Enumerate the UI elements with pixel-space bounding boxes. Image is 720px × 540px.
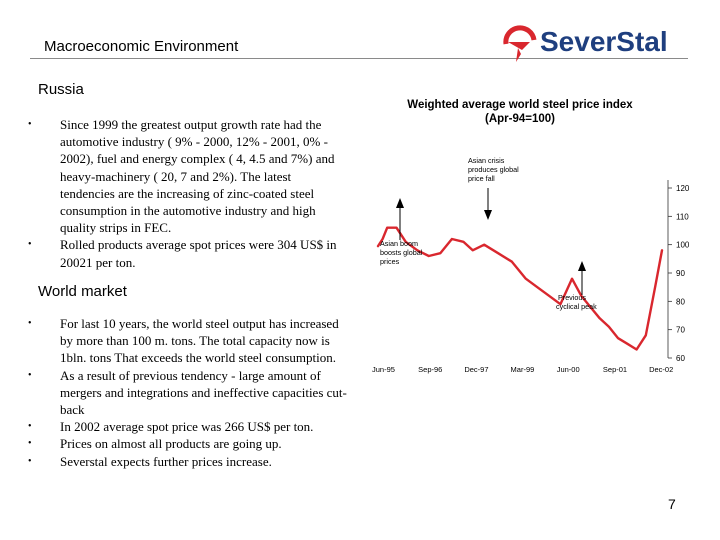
annotation-crisis: Asian crisis produces global price fall <box>468 156 519 183</box>
y-tick-label: 80 <box>676 297 685 306</box>
y-tick-label: 120 <box>676 184 690 193</box>
y-tick-label: 110 <box>676 212 689 221</box>
severstal-logo: SeverStal <box>500 24 695 66</box>
header-divider <box>30 58 688 59</box>
bullet-text: Since 1999 the greatest output growth ra… <box>60 117 335 236</box>
bullet-text: In 2002 average spot price was 266 US$ p… <box>60 419 314 435</box>
chart-subtitle: (Apr-94=100) <box>485 113 555 125</box>
bullet-text: As a result of previous tendency - large… <box>60 367 347 418</box>
annotation-peak: Previous cyclical peak <box>556 293 597 311</box>
world-market-heading: World market <box>38 283 127 300</box>
y-tick-label: 60 <box>676 354 685 363</box>
bullet-text: Severstal expects further prices increas… <box>60 453 272 469</box>
bullet-text: Prices on almost all products are going … <box>60 436 282 452</box>
bullet-text: For last 10 years, the world steel outpu… <box>60 316 339 366</box>
y-tick-label: 90 <box>676 269 685 278</box>
list-item: • Prices on almost all products are going… <box>28 436 282 452</box>
annotation-arrowhead-boom <box>396 198 404 208</box>
severstal-swoosh-icon <box>503 25 537 62</box>
x-tick-label: Sep-96 <box>418 365 442 374</box>
bullet-text: Rolled products average spot prices were… <box>60 237 337 270</box>
list-item: • Severstal expects further prices increa… <box>28 453 272 469</box>
list-item: • For last 10 years, the world steel outp… <box>28 316 339 366</box>
list-item: • Rolled products average spot prices wer… <box>28 237 337 270</box>
list-item: • Since 1999 the greatest output growth r… <box>28 117 335 236</box>
list-item: • As a result of previous tendency - larg… <box>28 367 347 418</box>
list-item: • In 2002 average spot price was 266 US$ … <box>28 419 314 435</box>
russia-heading: Russia <box>38 81 84 98</box>
x-tick-label: Jun-95 <box>372 365 395 374</box>
chart-title-block: Weighted average world steel price index… <box>380 98 660 126</box>
y-tick-label: 100 <box>676 241 690 250</box>
x-tick-label: Jun-00 <box>557 365 580 374</box>
annotation-arrowhead-peak <box>578 261 586 271</box>
price-index-chart: 120 110 100 90 80 70 60 Jun-95 Sep-96 Dec-97 Mar-… <box>372 156 690 374</box>
annotation-boom: Asian boom boosts global prices <box>380 239 423 266</box>
x-tick-label: Dec-97 <box>464 365 488 374</box>
russia-bullets: • Since 1999 the greatest output growth r… <box>28 116 348 271</box>
annotation-arrowhead-crisis <box>484 210 492 220</box>
world-bullets: • For last 10 years, the world steel outp… <box>28 315 348 470</box>
page-number: 7 <box>668 496 676 512</box>
page-title: Macroeconomic Environment <box>44 38 239 55</box>
y-tick-label: 70 <box>676 326 685 335</box>
x-tick-label: Sep-01 <box>603 365 627 374</box>
series-line <box>376 226 664 351</box>
x-tick-label: Mar-99 <box>511 365 535 374</box>
logo-text: SeverStal <box>540 26 668 57</box>
x-tick-label: Dec-02 <box>649 365 673 374</box>
chart-title: Weighted average world steel price index <box>407 99 633 111</box>
